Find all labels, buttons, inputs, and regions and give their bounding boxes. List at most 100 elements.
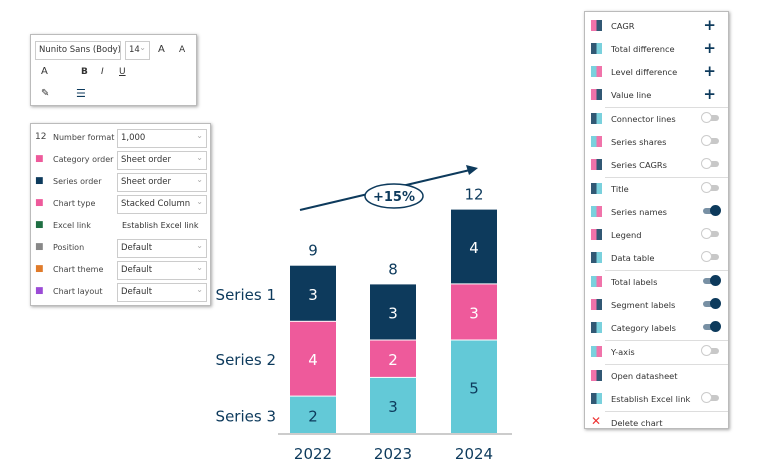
menu-item[interactable]: Category labels xyxy=(585,316,728,339)
property-row: ■ Chart type Stacked Column xyxy=(31,193,210,215)
menu-item[interactable]: Series CAGRs xyxy=(585,153,728,176)
series-name-label: Series 2 xyxy=(216,351,276,369)
number-format-icon: 12 xyxy=(35,132,47,142)
font-select[interactable]: Nunito Sans (Body) xyxy=(35,41,121,60)
fill-color-icon[interactable]: ✎ xyxy=(41,88,50,99)
menu-separator xyxy=(605,269,728,271)
add-icon[interactable]: + xyxy=(703,85,716,103)
total-label: 12 xyxy=(464,186,483,204)
property-select[interactable]: 1,000 xyxy=(117,129,207,148)
cagr-bubble[interactable] xyxy=(364,183,424,209)
menu-item[interactable]: Value line + xyxy=(585,83,728,106)
segment-label: 3 xyxy=(388,304,398,322)
toggle-switch[interactable] xyxy=(703,321,721,332)
menu-item[interactable]: Establish Excel link xyxy=(585,387,728,410)
menu-item-label: Y-axis xyxy=(611,347,635,357)
bold-button[interactable]: B xyxy=(81,67,88,77)
toggle-switch[interactable] xyxy=(701,135,719,146)
line-style-icon[interactable]: ☰ xyxy=(76,87,86,100)
series-order-icon: ■ xyxy=(35,176,44,186)
menu-item[interactable]: Connector lines xyxy=(585,107,728,130)
menu-item[interactable]: Legend xyxy=(585,223,728,246)
toggle-switch[interactable] xyxy=(701,392,719,403)
toggle-switch[interactable] xyxy=(701,345,719,356)
bar-segment[interactable] xyxy=(451,340,497,434)
menu-item[interactable]: Level difference + xyxy=(585,60,728,83)
add-icon[interactable]: + xyxy=(703,16,716,34)
menu-separator xyxy=(605,410,728,412)
property-label: Chart layout xyxy=(53,287,103,296)
grow-font-button[interactable]: A xyxy=(158,44,165,55)
property-select[interactable]: Stacked Column xyxy=(117,195,207,214)
property-select[interactable]: Default xyxy=(117,239,207,258)
menu-separator xyxy=(605,176,728,178)
total-label: 9 xyxy=(308,242,318,260)
datasheet-icon xyxy=(591,370,602,381)
category-label: 2023 xyxy=(374,445,412,463)
total-label: 8 xyxy=(388,260,398,278)
bar-segment[interactable] xyxy=(290,265,336,321)
property-label: Chart theme xyxy=(53,265,104,274)
toggle-switch[interactable] xyxy=(701,158,719,169)
toggle-switch[interactable] xyxy=(703,275,721,286)
bar-segment[interactable] xyxy=(370,340,416,377)
property-row: ■ Position Default xyxy=(31,237,210,259)
font-color-button[interactable]: A xyxy=(41,66,48,77)
italic-button[interactable]: I xyxy=(101,67,104,77)
bar-segment[interactable] xyxy=(451,209,497,284)
segment-label: 3 xyxy=(469,304,479,322)
menu-item[interactable]: Segment labels xyxy=(585,293,728,316)
property-select[interactable]: Default xyxy=(117,261,207,280)
property-select[interactable]: Sheet order xyxy=(117,173,207,192)
category-label: 2022 xyxy=(294,445,332,463)
font-size-select[interactable]: 14 xyxy=(125,41,150,60)
toggle-switch[interactable] xyxy=(701,251,719,262)
menu-item-label: Series CAGRs xyxy=(611,160,667,170)
bar-segment[interactable] xyxy=(290,396,336,433)
add-icon[interactable]: + xyxy=(703,39,716,57)
property-label: Position xyxy=(53,243,85,252)
menu-item-label: Title xyxy=(611,184,629,194)
segment-label: 2 xyxy=(308,407,318,425)
add-icon[interactable]: + xyxy=(703,62,716,80)
toggle-switch[interactable] xyxy=(701,182,719,193)
menu-item[interactable]: CAGR + xyxy=(585,14,728,37)
total-labels-icon xyxy=(591,276,602,287)
shrink-font-button[interactable]: A xyxy=(179,45,186,55)
menu-item[interactable]: Open datasheet xyxy=(585,364,728,387)
menu-separator xyxy=(605,363,728,365)
toggle-switch[interactable] xyxy=(701,112,719,123)
level-difference-icon xyxy=(591,66,602,77)
menu-item[interactable]: Total labels xyxy=(585,270,728,293)
series-shares-icon xyxy=(591,136,602,147)
menu-item[interactable]: Y-axis xyxy=(585,340,728,363)
property-select[interactable]: Sheet order xyxy=(117,151,207,170)
bar-segment[interactable] xyxy=(370,377,416,433)
bar-segment[interactable] xyxy=(290,321,336,396)
menu-item[interactable]: ✕ Delete chart xyxy=(585,411,728,434)
property-select[interactable]: Default xyxy=(117,283,207,302)
menu-item[interactable]: Data table xyxy=(585,246,728,269)
toggle-switch[interactable] xyxy=(703,298,721,309)
toggle-switch[interactable] xyxy=(703,205,721,216)
menu-item[interactable]: Title xyxy=(585,177,728,200)
connector-lines-icon xyxy=(591,113,602,124)
property-row: ■ Excel link Establish Excel link xyxy=(31,215,210,237)
underline-button[interactable]: U xyxy=(119,67,126,77)
property-label: Series order xyxy=(53,177,102,186)
property-row: ■ Chart layout Default xyxy=(31,281,210,303)
menu-item[interactable]: Total difference + xyxy=(585,37,728,60)
menu-item[interactable]: Series shares xyxy=(585,130,728,153)
menu-item[interactable]: Series names xyxy=(585,200,728,223)
toggle-switch[interactable] xyxy=(701,228,719,239)
property-label: Category order xyxy=(53,155,114,164)
category-labels-icon xyxy=(591,322,602,333)
menu-item-label: Connector lines xyxy=(611,114,676,124)
property-link[interactable]: Establish Excel link xyxy=(122,221,199,230)
bar-segment[interactable] xyxy=(451,284,497,340)
property-row: ■ Series order Sheet order xyxy=(31,171,210,193)
property-label: Chart type xyxy=(53,199,96,208)
menu-item-label: Data table xyxy=(611,253,655,263)
bar-segment[interactable] xyxy=(370,284,416,340)
